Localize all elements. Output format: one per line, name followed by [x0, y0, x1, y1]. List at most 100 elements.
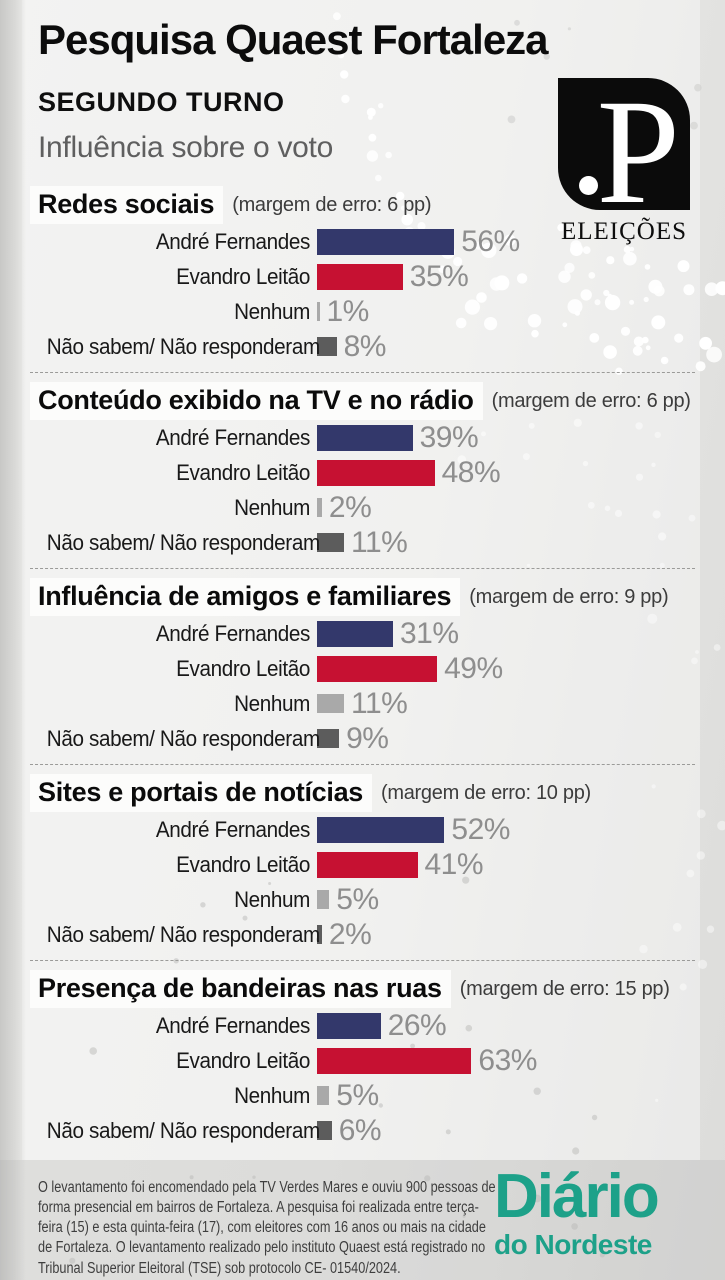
- value-bar: [317, 655, 438, 682]
- value-bar: [317, 851, 418, 878]
- value-label: 5%: [336, 882, 379, 916]
- bar-row: Evandro Leitão 41%: [0, 847, 725, 882]
- section-title-highlight: Sites e portais de notícias: [30, 774, 373, 812]
- left-edge-shadow: [0, 0, 26, 1280]
- bar-zone: 9%: [317, 722, 389, 756]
- value-label: 8%: [343, 329, 387, 363]
- value-bar: [317, 890, 330, 909]
- category-label: Nenhum: [234, 690, 310, 716]
- section-title-highlight: Conteúdo exibido na TV e no rádio: [30, 382, 483, 420]
- category-label: Nenhum: [234, 1082, 310, 1108]
- value-label: 2%: [328, 490, 372, 524]
- category-label: André Fernandes: [155, 620, 311, 646]
- value-label: 11%: [351, 686, 408, 720]
- category-label: Evandro Leitão: [176, 655, 310, 681]
- category-label: André Fernandes: [155, 816, 311, 842]
- category-label: Nenhum: [234, 494, 310, 520]
- bar-zone: 63%: [317, 1044, 537, 1078]
- section-header: Sites e portais de notícias (margem de er…: [0, 774, 725, 812]
- bar-row: Não sabem/ Não responderam 6%: [0, 1113, 725, 1148]
- section-title: Conteúdo exibido na TV e no rádio: [38, 385, 474, 415]
- poll-sections: Redes sociais (margem de erro: 6 pp) André…: [0, 186, 725, 1148]
- logo-monogram: P: [596, 78, 680, 210]
- bar-zone: 39%: [317, 420, 479, 455]
- value-label: 26%: [387, 1008, 447, 1042]
- bar-zone: 41%: [317, 847, 484, 882]
- diario-do-nordeste-logo: Diário do Nordeste: [494, 1162, 660, 1261]
- poll-section-4: Sites e portais de notícias (margem de er…: [0, 774, 725, 952]
- bar-zone: 2%: [317, 917, 372, 952]
- bar-row: Nenhum 1%: [0, 294, 725, 329]
- section-header: Redes sociais (margem de erro: 6 pp): [0, 186, 725, 224]
- section-separator: [30, 568, 695, 569]
- bar-row: Nenhum 11%: [0, 686, 725, 721]
- section-title: Presença de bandeiras nas ruas: [38, 973, 442, 1003]
- value-bar: [317, 694, 344, 713]
- bar-row: André Fernandes 56%: [0, 224, 725, 259]
- category-label: Nenhum: [234, 298, 310, 324]
- bar-zone: 11%: [317, 526, 408, 560]
- methodology-note: O levantamento foi encomendado pela TV V…: [38, 1179, 496, 1277]
- bar-zone: 2%: [317, 490, 372, 525]
- value-bar: [317, 925, 322, 944]
- value-label: 39%: [419, 420, 479, 454]
- eleicoes-logo: P ELEIÇÕES: [558, 78, 690, 246]
- bar-zone: 1%: [317, 295, 369, 329]
- poll-section-1: Redes sociais (margem de erro: 6 pp) André…: [0, 186, 725, 364]
- bar-zone: 52%: [317, 813, 510, 847]
- bar-row: Evandro Leitão 49%: [0, 651, 725, 686]
- bar-zone: 31%: [317, 617, 459, 651]
- bar-row: Evandro Leitão 48%: [0, 455, 725, 490]
- section-separator: [30, 764, 695, 765]
- margin-of-error-note: (margem de erro: 9 pp): [469, 585, 669, 608]
- value-label: 41%: [424, 847, 484, 881]
- bar-row: Evandro Leitão 35%: [0, 259, 725, 294]
- value-bar: [317, 302, 320, 321]
- bar-row: Nenhum 2%: [0, 490, 725, 525]
- section-header: Influência de amigos e familiares (margem…: [0, 578, 725, 616]
- bar-row: Não sabem/ Não responderam 2%: [0, 917, 725, 952]
- bar-zone: 56%: [317, 225, 520, 259]
- category-label: Não sabem/ Não responderam: [46, 333, 320, 359]
- logo-wordmark: ELEIÇÕES: [560, 218, 688, 245]
- value-label: 63%: [478, 1043, 537, 1077]
- poll-section-3: Influência de amigos e familiares (margem…: [0, 578, 725, 756]
- brand-line-1: Diário: [494, 1162, 660, 1231]
- value-bar: [317, 424, 413, 451]
- topic-heading: Influência sobre o voto: [38, 131, 333, 164]
- bar-zone: 5%: [317, 883, 379, 917]
- section-title-highlight: Influência de amigos e familiares: [30, 578, 461, 616]
- page-title: Pesquisa Quaest Fortaleza: [38, 16, 549, 63]
- bar-zone: 5%: [317, 1079, 379, 1113]
- value-bar: [317, 816, 445, 843]
- section-separator: [30, 372, 695, 373]
- value-bar: [317, 729, 340, 748]
- section-title: Sites e portais de notícias: [38, 777, 364, 807]
- bar-zone: 49%: [317, 652, 503, 686]
- category-label: Evandro Leitão: [176, 263, 310, 289]
- category-label: Não sabem/ Não responderam: [46, 725, 320, 751]
- category-label: André Fernandes: [155, 228, 311, 254]
- bar-zone: 35%: [317, 260, 469, 294]
- value-label: 56%: [461, 224, 520, 258]
- bar-row: André Fernandes 26%: [0, 1008, 725, 1043]
- section-title-highlight: Presença de bandeiras nas ruas: [30, 970, 451, 1008]
- section-title-highlight: Redes sociais: [30, 186, 224, 224]
- category-label: Evandro Leitão: [176, 851, 310, 877]
- footer-band: [0, 1160, 725, 1280]
- section-title: Redes sociais: [38, 189, 215, 219]
- section-title: Influência de amigos e familiares: [38, 581, 452, 611]
- bar-row: Evandro Leitão 63%: [0, 1043, 725, 1078]
- value-bar: [317, 1086, 330, 1105]
- value-bar: [317, 459, 435, 486]
- section-separator: [30, 960, 695, 961]
- margin-of-error-note: (margem de erro: 15 pp): [459, 977, 670, 1000]
- value-bar: [317, 1012, 381, 1039]
- category-label: Não sabem/ Não responderam: [46, 529, 320, 555]
- bar-row: André Fernandes 52%: [0, 812, 725, 847]
- value-label: 2%: [328, 917, 372, 951]
- bar-row: Não sabem/ Não responderam 11%: [0, 525, 725, 560]
- brand-line-2: do Nordeste: [494, 1228, 652, 1260]
- category-label: André Fernandes: [155, 1012, 311, 1038]
